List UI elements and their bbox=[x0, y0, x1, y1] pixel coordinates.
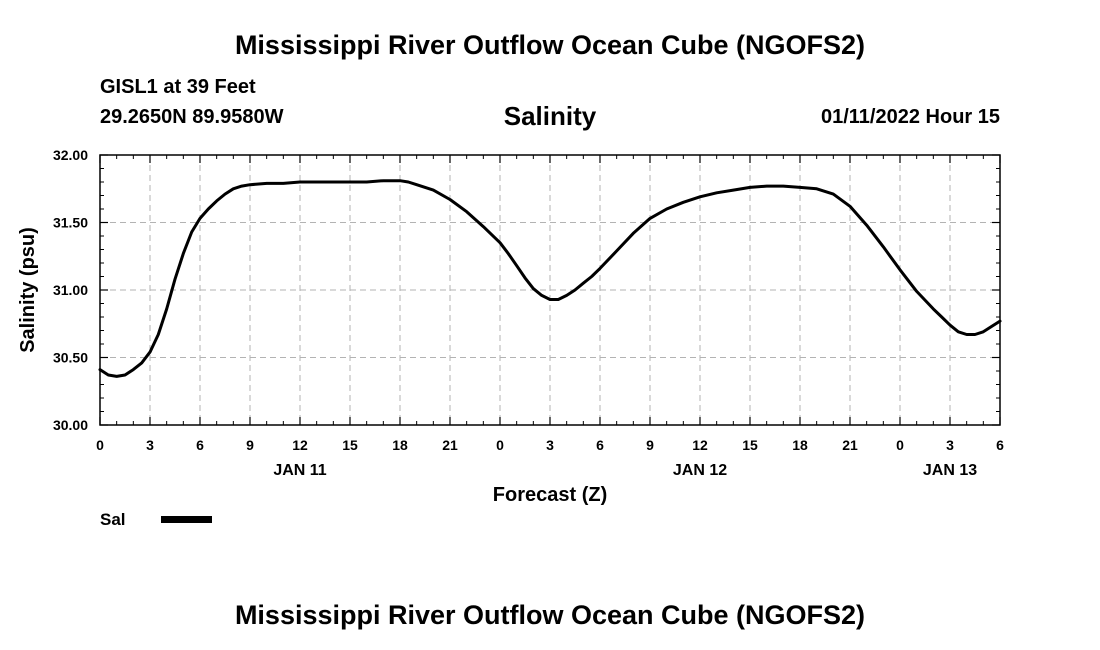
y-axis-title: Salinity (psu) bbox=[17, 227, 39, 353]
date-label: JAN 12 bbox=[673, 462, 727, 479]
date-label: JAN 11 bbox=[273, 462, 326, 479]
x-tick-label: 6 bbox=[996, 437, 1004, 453]
x-tick-labels: 0 3 6 9 12 15 18 21 0 3 6 9 12 15 18 21 0 3 6 bbox=[96, 437, 1004, 453]
chart-title: Salinity bbox=[503, 101, 597, 131]
series-line-salinity bbox=[98, 179, 1002, 378]
x-tick-label: 18 bbox=[392, 437, 408, 453]
x-axis-title: Forecast (Z) bbox=[493, 484, 607, 506]
x-tick-label: 15 bbox=[342, 437, 358, 453]
x-tick-label: 3 bbox=[546, 437, 554, 453]
y-tick-label: 31.50 bbox=[53, 215, 88, 231]
footer-title: Mississippi River Outflow Ocean Cube (NG… bbox=[234, 600, 866, 630]
y-tick-label: 31.00 bbox=[53, 282, 88, 298]
x-tick-label: 0 bbox=[96, 437, 104, 453]
y-tick-label: 30.00 bbox=[53, 417, 88, 433]
y-tick-label: 30.50 bbox=[53, 350, 88, 366]
x-tick-label: 3 bbox=[146, 437, 154, 453]
x-tick-label: 12 bbox=[692, 437, 708, 453]
x-tick-label: 9 bbox=[246, 437, 254, 453]
date-label: JAN 13 bbox=[923, 462, 977, 479]
x-tick-label: 6 bbox=[196, 437, 204, 453]
plot-frame bbox=[99, 154, 1001, 426]
station-coordinates: 29.2650N 89.9580W bbox=[100, 106, 284, 128]
legend-label: Sal bbox=[100, 510, 126, 529]
page-title: Mississippi River Outflow Ocean Cube (NG… bbox=[234, 30, 866, 60]
x-tick-label: 6 bbox=[596, 437, 604, 453]
x-tick-label: 15 bbox=[742, 437, 758, 453]
run-time: 01/11/2022 Hour 15 bbox=[820, 106, 1000, 128]
x-tick-label: 9 bbox=[646, 437, 654, 453]
series-layer bbox=[98, 179, 1002, 378]
x-tick-label: 18 bbox=[792, 437, 808, 453]
x-tick-label: 0 bbox=[496, 437, 504, 453]
y-tick-labels: 30.00 30.50 31.00 31.50 32.00 bbox=[53, 147, 88, 433]
x-tick-label: 12 bbox=[292, 437, 308, 453]
legend-swatch bbox=[161, 516, 212, 523]
x-tick-label: 21 bbox=[842, 437, 858, 453]
grid bbox=[100, 155, 1000, 425]
x-tick-label: 21 bbox=[442, 437, 458, 453]
x-tick-label: 3 bbox=[946, 437, 954, 453]
x-tick-label: 0 bbox=[896, 437, 904, 453]
station-label: GISL1 at 39 Feet bbox=[100, 76, 256, 98]
y-tick-label: 32.00 bbox=[53, 147, 88, 163]
date-labels: JAN 11 JAN 12 JAN 13 bbox=[273, 462, 977, 479]
